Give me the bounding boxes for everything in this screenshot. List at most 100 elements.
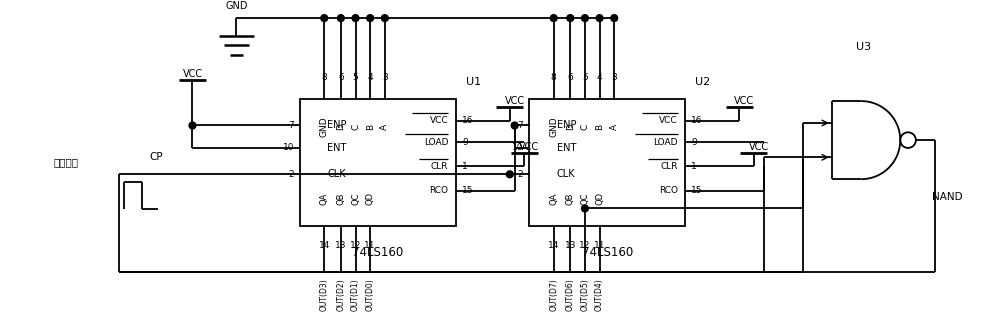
Text: 12: 12 [350,241,361,250]
Text: GND: GND [549,116,558,137]
Circle shape [611,15,618,22]
Text: 9: 9 [691,138,697,146]
Text: LOAD: LOAD [653,138,678,146]
Text: ENP: ENP [557,120,576,130]
Text: QC: QC [580,193,589,205]
Text: LOAD: LOAD [424,138,448,146]
Text: 74LS160: 74LS160 [352,246,404,259]
Text: 11: 11 [364,241,376,250]
Text: 4: 4 [367,73,373,82]
Text: QA: QA [549,193,558,205]
Text: B: B [595,123,604,129]
Text: VCC: VCC [749,142,769,152]
Text: 7: 7 [518,121,523,130]
Text: 6: 6 [567,73,573,82]
Text: QC: QC [351,193,360,205]
Text: 15: 15 [691,186,703,196]
Text: CLK: CLK [557,169,575,179]
Text: CLR: CLR [431,162,448,171]
Text: 11: 11 [594,241,605,250]
Text: 计数输入: 计数输入 [53,158,78,167]
Text: 8: 8 [551,73,557,82]
Text: VCC: VCC [519,142,539,152]
Circle shape [596,15,603,22]
Text: ENT: ENT [327,143,347,153]
Text: NAND: NAND [932,192,963,202]
Text: 6: 6 [338,73,344,82]
Text: CLR: CLR [660,162,678,171]
Text: 14: 14 [319,241,330,250]
Text: OUT(D6): OUT(D6) [566,278,575,311]
Text: GND: GND [320,116,329,137]
Text: QA: QA [320,193,329,205]
Text: QD: QD [595,192,604,205]
Text: C: C [351,123,360,129]
Bar [529,99,685,226]
Text: 5: 5 [353,73,358,82]
Circle shape [367,15,374,22]
Text: RCO: RCO [429,186,448,196]
Text: OUT(D0): OUT(D0) [366,278,375,311]
Text: OUT(D7): OUT(D7) [549,278,558,311]
Circle shape [352,15,359,22]
Circle shape [550,15,557,22]
Text: U2: U2 [695,77,710,87]
Circle shape [567,15,574,22]
Bar [300,99,456,226]
Text: ENP: ENP [327,120,347,130]
Text: 2: 2 [518,170,523,179]
Text: 15: 15 [462,186,473,196]
Text: B: B [366,123,375,129]
Text: VCC: VCC [505,96,525,106]
Text: 16: 16 [462,116,473,125]
Text: A: A [610,123,619,129]
Text: 12: 12 [579,241,591,250]
Text: 9: 9 [462,138,468,146]
Text: 5: 5 [582,73,588,82]
Text: A: A [380,123,389,129]
Circle shape [321,15,328,22]
Text: CP: CP [150,152,163,162]
Text: OUT(D3): OUT(D3) [320,278,329,311]
Text: QB: QB [336,193,345,205]
Text: 3: 3 [611,73,617,82]
Text: OUT(D5): OUT(D5) [580,278,589,311]
Circle shape [582,15,588,22]
Text: 8: 8 [321,73,327,82]
Text: 4: 4 [597,73,602,82]
Text: RCO: RCO [659,186,678,196]
Circle shape [511,122,518,129]
Text: 13: 13 [565,241,576,250]
Text: 10: 10 [283,144,294,152]
Text: U3: U3 [856,43,871,52]
Text: VCC: VCC [430,116,448,125]
Text: D: D [566,123,575,130]
Text: OUT(D4): OUT(D4) [595,278,604,311]
Text: OUT(D2): OUT(D2) [336,278,345,311]
Text: GND: GND [225,1,248,11]
Text: CLK: CLK [327,169,346,179]
Text: 2: 2 [288,170,294,179]
Circle shape [189,122,196,129]
Text: 1: 1 [691,162,697,171]
Text: C: C [580,123,589,129]
Text: VCC: VCC [734,96,754,106]
Text: 7: 7 [288,121,294,130]
Text: QB: QB [566,193,575,205]
Text: QD: QD [366,192,375,205]
Circle shape [506,171,513,178]
Circle shape [582,205,588,212]
Text: 16: 16 [691,116,703,125]
Text: VCC: VCC [182,69,203,79]
Circle shape [337,15,344,22]
Circle shape [381,15,388,22]
Text: 13: 13 [335,241,347,250]
Text: 10: 10 [512,144,523,152]
Text: ENT: ENT [557,143,576,153]
Text: 3: 3 [382,73,388,82]
Text: 1: 1 [462,162,468,171]
Text: D: D [336,123,345,130]
Text: VCC: VCC [659,116,678,125]
Text: 14: 14 [548,241,559,250]
Text: 74LS160: 74LS160 [582,246,633,259]
